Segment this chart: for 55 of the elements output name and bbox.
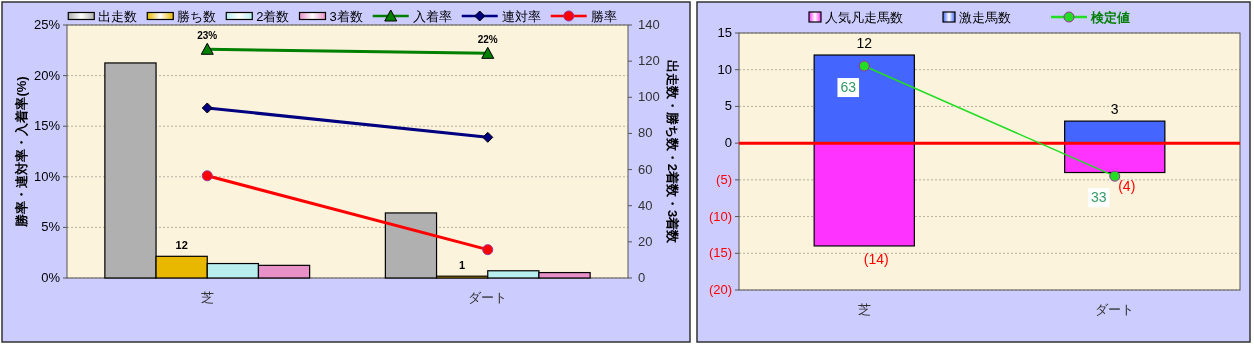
y-tick-label: 10%: [33, 168, 61, 184]
y-tick-label: 10: [717, 61, 732, 77]
bar: [813, 54, 915, 144]
legend-label: 人気凡走馬数: [825, 10, 903, 25]
x-tick-label: 芝: [857, 302, 871, 317]
data-label: 12: [856, 35, 873, 52]
y-tick-label: 0: [724, 135, 732, 151]
data-label: 63: [840, 79, 857, 96]
y-tick-label: 5: [724, 98, 732, 114]
y2-tick-label: 120: [638, 53, 660, 69]
point: [201, 170, 213, 182]
data-label: 23%: [197, 30, 218, 42]
point: [201, 102, 213, 114]
bar: [813, 142, 915, 247]
legend-label: 勝率: [590, 9, 617, 24]
y-tick-label: 15: [717, 25, 732, 40]
x-tick-label: ダート: [468, 290, 508, 305]
legend-label: 勝ち数: [177, 9, 217, 24]
legend-label: 2着数: [256, 9, 290, 24]
y-tick-label: (20): [708, 282, 732, 297]
point: [482, 131, 494, 143]
y2-axis-title: 出走数・勝ち数・2着数・3着数: [665, 59, 680, 245]
y2-tick-label: 40: [638, 197, 653, 213]
y-tick-label: (5): [716, 171, 732, 187]
y2-tick-label: 20: [638, 233, 653, 249]
legend-label: 3着数: [329, 9, 363, 24]
y-tick-label: 20%: [33, 67, 61, 83]
y-tick-label: 25%: [33, 17, 61, 32]
data-label: (14): [863, 250, 889, 267]
legend-label: 激走馬数: [959, 10, 1011, 25]
data-label: 22%: [477, 34, 498, 46]
bar: [1064, 120, 1166, 144]
y-tick-label: 15%: [33, 118, 61, 134]
y2-tick-label: 80: [638, 125, 653, 141]
legend-label: 入着率: [412, 9, 452, 24]
legend-label: 検定値: [1090, 10, 1130, 25]
legend-label: 出走数: [98, 9, 138, 24]
data-label: (4): [1118, 177, 1136, 194]
y-tick-label: (15): [708, 245, 732, 261]
x-tick-label: 芝: [200, 290, 214, 305]
y2-tick-label: 100: [638, 89, 660, 105]
data-label: 1: [459, 259, 466, 272]
y-tick-label: (10): [708, 208, 732, 224]
y2-tick-label: 60: [638, 161, 653, 177]
y2-tick-label: 0: [638, 270, 646, 285]
x-tick-label: ダート: [1095, 302, 1135, 317]
y-tick-label: 0%: [41, 270, 61, 285]
data-label: 12: [175, 239, 188, 252]
y-axis-title: 勝率・連対率・入着率(%): [14, 76, 29, 228]
y2-tick-label: 140: [638, 17, 660, 32]
data-label: 33: [1090, 189, 1107, 206]
legend-label: 連対率: [501, 9, 541, 24]
point: [482, 244, 494, 256]
data-label: 3: [1110, 101, 1119, 118]
y-tick-label: 5%: [41, 219, 61, 235]
